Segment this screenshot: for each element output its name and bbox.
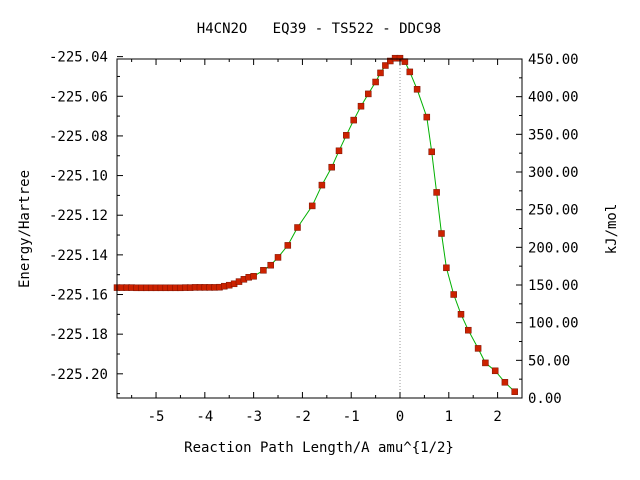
x-tick-label: -5: [148, 409, 165, 425]
data-point: [328, 163, 335, 171]
data-point: [308, 202, 316, 210]
y2-tick-label: 0.00: [528, 391, 562, 407]
plot-area-frame: [116, 58, 523, 399]
data-point: [357, 102, 365, 110]
y2-tick-label: 150.00: [528, 278, 579, 294]
y2-tick-label: 300.00: [528, 165, 579, 181]
data-point: [377, 69, 384, 77]
y2-tick-label: 100.00: [528, 316, 579, 332]
y2-tick-label: 250.00: [528, 203, 579, 219]
y-tick-label: -225.06: [49, 89, 108, 105]
y2-tick-label: 450.00: [528, 52, 579, 68]
data-point: [465, 326, 472, 334]
y2-tick-label: 50.00: [528, 353, 570, 369]
data-point: [428, 148, 435, 156]
data-point: [250, 273, 257, 280]
x-tick-label: -1: [343, 409, 360, 425]
x-tick-label: 0: [396, 409, 404, 425]
y-tick-label: -225.16: [49, 288, 108, 304]
x-tick-label: -2: [294, 409, 311, 425]
data-point: [267, 261, 274, 269]
data-point: [318, 181, 326, 189]
data-point: [260, 267, 267, 274]
data-point: [501, 379, 509, 386]
y2-tick-label: 350.00: [528, 127, 579, 143]
y-tick-label: -225.18: [49, 327, 108, 343]
data-point: [438, 230, 445, 237]
y-tick-label: -225.04: [49, 50, 108, 66]
y-tick-label: -225.14: [49, 248, 108, 264]
data-point: [284, 242, 292, 249]
x-tick-label: -4: [196, 409, 213, 425]
data-point: [474, 345, 482, 352]
data-point: [491, 367, 499, 375]
chart-title: H4CN2O EQ39 - TS522 - DDC98: [197, 21, 441, 37]
data-point: [372, 78, 379, 86]
data-point: [294, 224, 301, 231]
data-point: [443, 264, 450, 272]
data-point: [457, 311, 465, 318]
data-point: [382, 62, 389, 69]
y-tick-label: -225.12: [49, 208, 108, 224]
x-tick-label: -3: [245, 409, 262, 425]
data-point: [433, 189, 440, 196]
data-point: [413, 86, 421, 93]
data-point: [350, 116, 357, 124]
y-tick-label: -225.10: [49, 169, 108, 185]
y2-tick-label: 200.00: [528, 240, 579, 256]
data-point: [406, 68, 414, 76]
data-point: [450, 291, 457, 298]
x-axis-label: Reaction Path Length/A amu^{1/2}: [184, 440, 454, 456]
energy-curve: [117, 57, 516, 393]
data-point: [343, 132, 350, 139]
data-point: [511, 388, 518, 395]
y2-axis-label: kJ/mol: [604, 204, 620, 255]
data-point: [335, 147, 343, 155]
y2-tick-label: 400.00: [528, 90, 579, 106]
y-axis-label: Energy/Hartree: [17, 170, 33, 288]
data-point: [423, 113, 431, 121]
data-point: [274, 254, 282, 261]
data-point: [365, 90, 372, 98]
x-tick-label: 2: [493, 409, 501, 425]
data-point: [482, 359, 489, 367]
y-tick-label: -225.20: [49, 367, 108, 383]
x-tick-label: 1: [445, 409, 453, 425]
y-tick-label: -225.08: [49, 129, 108, 145]
